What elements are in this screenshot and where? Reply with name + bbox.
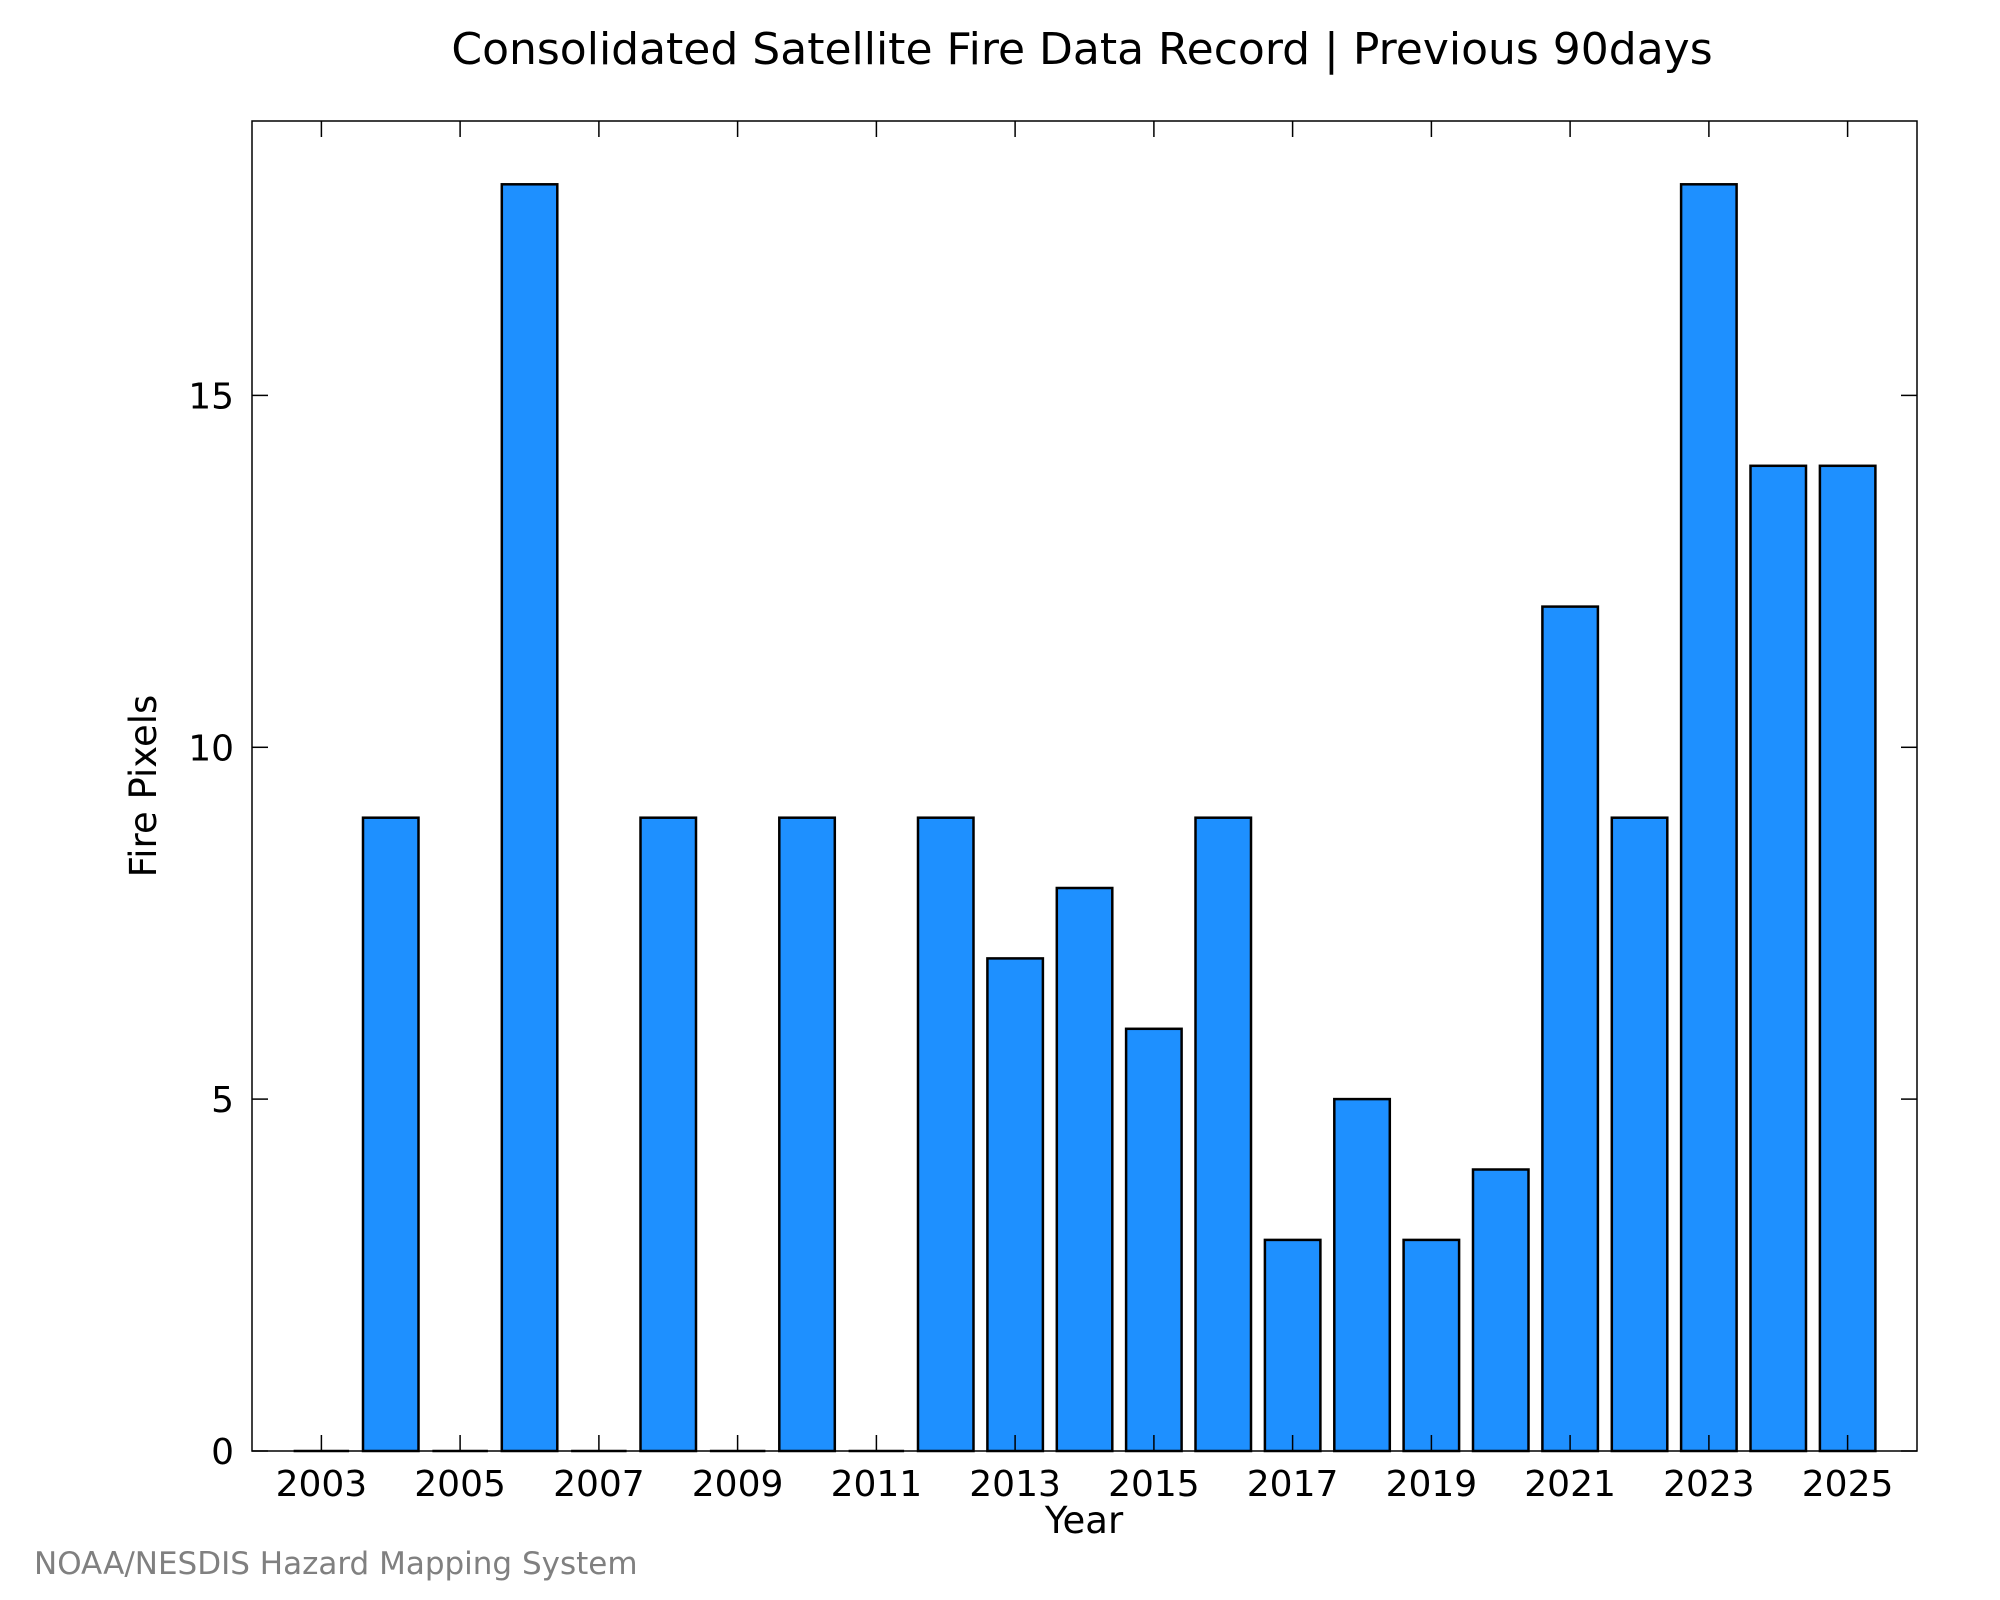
bar-2018 xyxy=(1333,1097,1392,1453)
x-tick-label-2017: 2017 xyxy=(1247,1464,1339,1505)
bar-2021 xyxy=(1541,605,1600,1453)
bar-2017 xyxy=(1263,1238,1322,1453)
bars-group xyxy=(293,183,1877,1453)
x-tick-label-2007: 2007 xyxy=(553,1464,645,1505)
x-tick-label-2003: 2003 xyxy=(276,1464,368,1505)
x-tick-label-2011: 2011 xyxy=(831,1464,923,1505)
bar-2020 xyxy=(1471,1168,1530,1453)
bar-2013 xyxy=(986,957,1045,1453)
y-axis-label: Fire Pixels xyxy=(122,695,165,878)
bar-2012 xyxy=(916,816,975,1453)
bar-2025 xyxy=(1818,464,1877,1453)
y-tick-label-10: 10 xyxy=(188,728,234,769)
x-tick-label-2015: 2015 xyxy=(1108,1464,1200,1505)
x-tick-label-2025: 2025 xyxy=(1802,1464,1894,1505)
bar-2023 xyxy=(1679,183,1738,1453)
x-tick-label-2021: 2021 xyxy=(1524,1464,1616,1505)
x-tick-label-2023: 2023 xyxy=(1663,1464,1755,1505)
bar-2019 xyxy=(1402,1238,1461,1453)
x-tick-label-2005: 2005 xyxy=(414,1464,506,1505)
bar-2004 xyxy=(361,816,420,1453)
x-tick-label-2019: 2019 xyxy=(1386,1464,1478,1505)
credit-text: NOAA/NESDIS Hazard Mapping System xyxy=(34,1546,638,1582)
x-tick-label-2013: 2013 xyxy=(969,1464,1061,1505)
bar-2006 xyxy=(500,183,559,1453)
x-tick-label-2009: 2009 xyxy=(692,1464,784,1505)
y-tick-label-5: 5 xyxy=(211,1080,234,1121)
y-tick-label-0: 0 xyxy=(211,1432,234,1473)
chart-title: Consolidated Satellite Fire Data Record … xyxy=(451,24,1712,75)
bar-2010 xyxy=(778,816,837,1453)
bar-2024 xyxy=(1749,464,1808,1453)
bar-2008 xyxy=(639,816,698,1453)
ticks-group: 2003 2005 2007 2009 2011 2013 2015 2017 2019 2021… xyxy=(188,121,1917,1505)
bar-2016 xyxy=(1194,816,1253,1453)
x-axis-label: Year xyxy=(1044,1499,1124,1542)
plot-frame xyxy=(251,120,1918,1452)
bar-2015 xyxy=(1124,1027,1183,1453)
y-tick-label-15: 15 xyxy=(188,376,234,417)
bar-2022 xyxy=(1610,816,1669,1453)
bar-2014 xyxy=(1055,886,1114,1453)
